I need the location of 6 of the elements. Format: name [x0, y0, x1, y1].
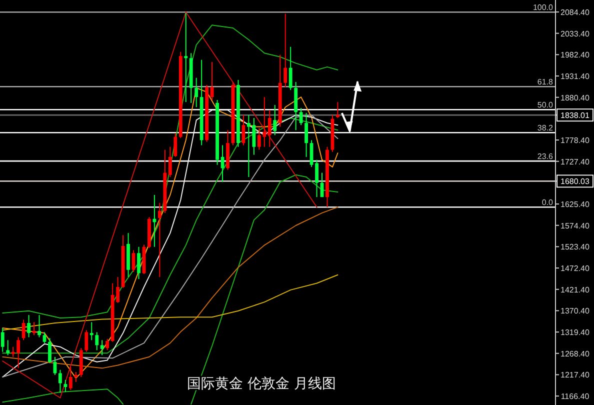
annotation: 100.0	[532, 3, 553, 12]
annotation: 0.0	[542, 198, 553, 208]
annotation: 61.8	[537, 78, 553, 87]
annotation: 50.0	[537, 100, 553, 110]
annotation: 23.6	[537, 152, 553, 162]
annotation: 38.2	[537, 124, 553, 133]
